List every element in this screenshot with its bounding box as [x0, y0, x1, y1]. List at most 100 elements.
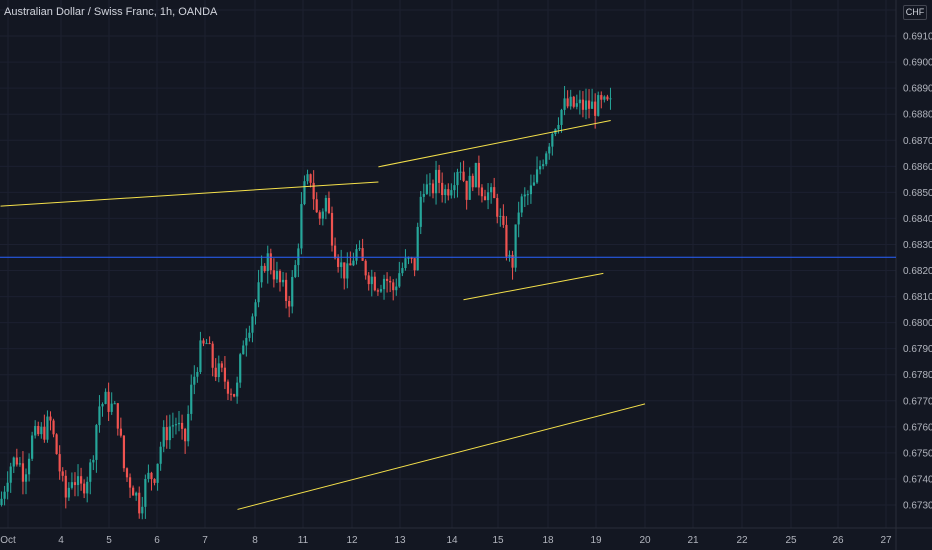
candle-body	[538, 166, 542, 170]
candle-body	[575, 103, 578, 107]
candle-body	[315, 199, 318, 213]
candle-body	[43, 426, 46, 440]
candle-body	[462, 171, 465, 181]
candle-body	[532, 182, 536, 186]
candle-body	[361, 248, 364, 261]
candle-body	[441, 182, 444, 196]
candle-body	[6, 482, 9, 492]
currency-badge[interactable]: CHF	[903, 5, 927, 20]
candle-body	[306, 174, 309, 182]
candle-body	[526, 194, 529, 196]
candle-body	[294, 265, 297, 277]
candle-body	[177, 422, 181, 425]
candle-body	[3, 491, 6, 499]
candle-body	[119, 428, 122, 436]
candle-body	[337, 258, 340, 267]
time-tick-label: 5	[106, 535, 112, 546]
candle-body	[401, 268, 404, 274]
candle-body	[358, 248, 361, 250]
candle-body	[324, 197, 327, 212]
candle-body	[187, 413, 190, 442]
candle-body	[600, 95, 603, 100]
candle-body	[569, 96, 572, 107]
candle-body	[223, 367, 227, 382]
candle-body	[431, 183, 435, 194]
candle-body	[288, 300, 291, 307]
time-tick-label: 4	[58, 535, 64, 546]
candle-body	[156, 463, 159, 483]
candle-body	[520, 196, 523, 213]
candle-body	[496, 198, 499, 217]
candle-body	[104, 391, 107, 404]
candle-body	[542, 164, 545, 167]
candle-body	[438, 169, 441, 183]
candle-body	[404, 258, 407, 269]
candle-body	[465, 180, 468, 200]
candle-body	[392, 282, 395, 291]
candle-body	[376, 290, 380, 292]
time-tick-label: 25	[785, 535, 797, 546]
candlestick-series	[0, 85, 612, 520]
time-tick-label: 7	[202, 535, 208, 546]
candle-body	[138, 492, 141, 514]
candle-body	[226, 381, 230, 394]
candle-body	[389, 280, 392, 283]
candle-body	[471, 175, 474, 188]
candle-body	[609, 98, 612, 100]
candle-body	[300, 204, 303, 249]
candle-body	[92, 459, 95, 463]
candle-body	[73, 482, 77, 486]
candle-body	[174, 424, 178, 426]
candle-body	[34, 425, 37, 436]
candle-body	[107, 391, 110, 412]
candle-body	[349, 263, 352, 266]
candle-body	[447, 189, 450, 196]
candle-body	[278, 271, 282, 283]
time-tick-label: 18	[542, 535, 554, 546]
time-tick-label: 21	[687, 535, 699, 546]
candle-body	[291, 276, 294, 307]
candle-body	[260, 265, 263, 283]
candle-body	[86, 481, 89, 494]
candle-body	[318, 212, 321, 219]
candle-body	[419, 196, 422, 227]
candle-body	[434, 169, 438, 194]
time-tick-label: 22	[736, 535, 748, 546]
candle-body	[171, 425, 174, 427]
candle-body	[101, 403, 104, 407]
candle-body	[474, 162, 477, 188]
candle-body	[141, 506, 144, 514]
candle-body	[505, 224, 508, 257]
candle-body	[587, 100, 591, 109]
candle-body	[116, 403, 119, 429]
candle-body	[398, 273, 401, 287]
time-axis[interactable]: Oct 4 5 6 7 8 11 12 13 14 15 18 19 20 21 22 25 26 27	[0, 535, 892, 546]
candle-body	[55, 434, 58, 455]
candle-body	[551, 133, 554, 147]
candle-body	[153, 479, 156, 483]
candle-body	[493, 187, 496, 199]
candle-body	[355, 249, 358, 261]
candle-body	[70, 482, 74, 488]
candle-body	[514, 224, 517, 268]
time-tick-label: 8	[252, 535, 258, 546]
candle-body	[603, 96, 606, 100]
time-tick-label: 12	[346, 535, 358, 546]
candle-body	[459, 171, 462, 173]
candle-body	[67, 487, 70, 498]
candle-body	[606, 96, 609, 100]
candle-body	[236, 382, 239, 397]
candle-body	[385, 278, 389, 281]
candle-body	[76, 476, 80, 486]
